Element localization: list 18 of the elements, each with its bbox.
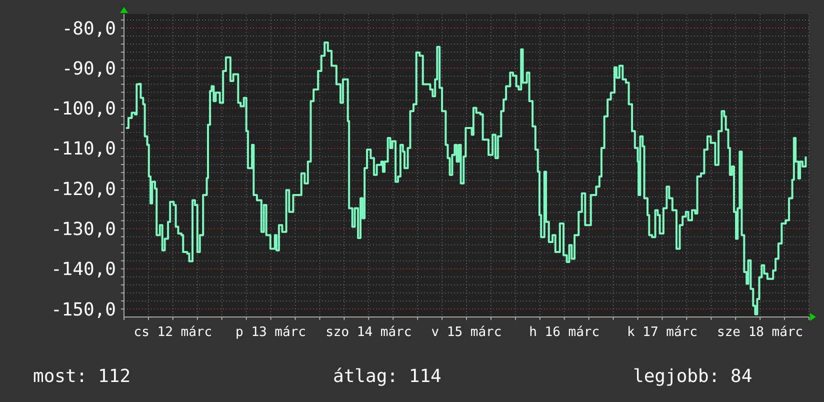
y-tick-label: -80,0 [62, 18, 116, 40]
y-tick-label: -140,0 [50, 259, 116, 280]
y-tick-label: -130,0 [50, 219, 116, 240]
text: legjobb: 84 [633, 366, 752, 387]
x-tick-label: sze 18 márc [717, 325, 804, 340]
x-tick-label: k 17 márc [626, 325, 698, 340]
y-tick-label: -100,0 [50, 98, 116, 120]
x-tick-label: p 13 márc [236, 325, 306, 340]
x-tick-label: h 16 márc [529, 325, 600, 340]
x-tick-label: v 15 márc [431, 325, 502, 340]
x-tick-label: cs 12 márc [134, 325, 212, 340]
text: most: 112 [33, 366, 131, 387]
text: átlag: 114 [333, 366, 442, 387]
y-tick-label: -110,0 [50, 138, 116, 160]
y-tick-label: -90,0 [62, 58, 116, 80]
y-tick-label: -150,0 [50, 299, 116, 320]
x-tick-label: szo 14 márc [326, 325, 412, 340]
y-tick-label: -120,0 [50, 178, 116, 200]
